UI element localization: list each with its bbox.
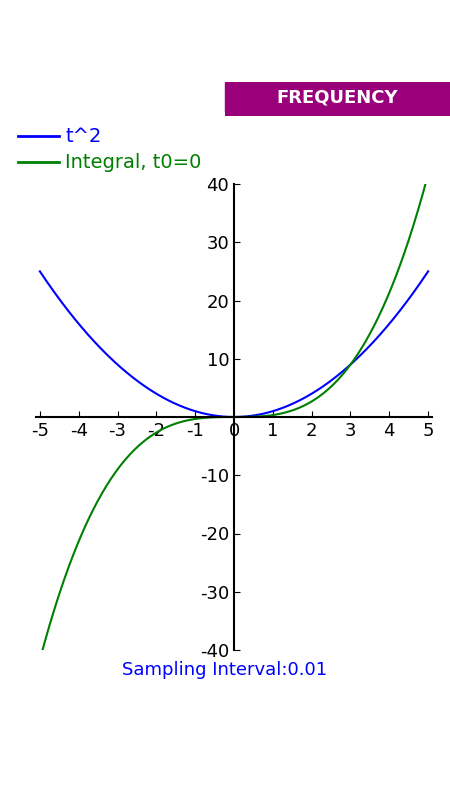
Bar [225, 82, 450, 116]
Text: FREQUENCY: FREQUENCY [277, 88, 398, 106]
Text: T: T [105, 87, 120, 107]
Text: Integral, t0=0: Integral, t0=0 [65, 153, 202, 172]
Text: Sampling Interval:0.01: Sampling Interval:0.01 [122, 661, 328, 679]
Text: t^2: t^2 [65, 127, 102, 146]
